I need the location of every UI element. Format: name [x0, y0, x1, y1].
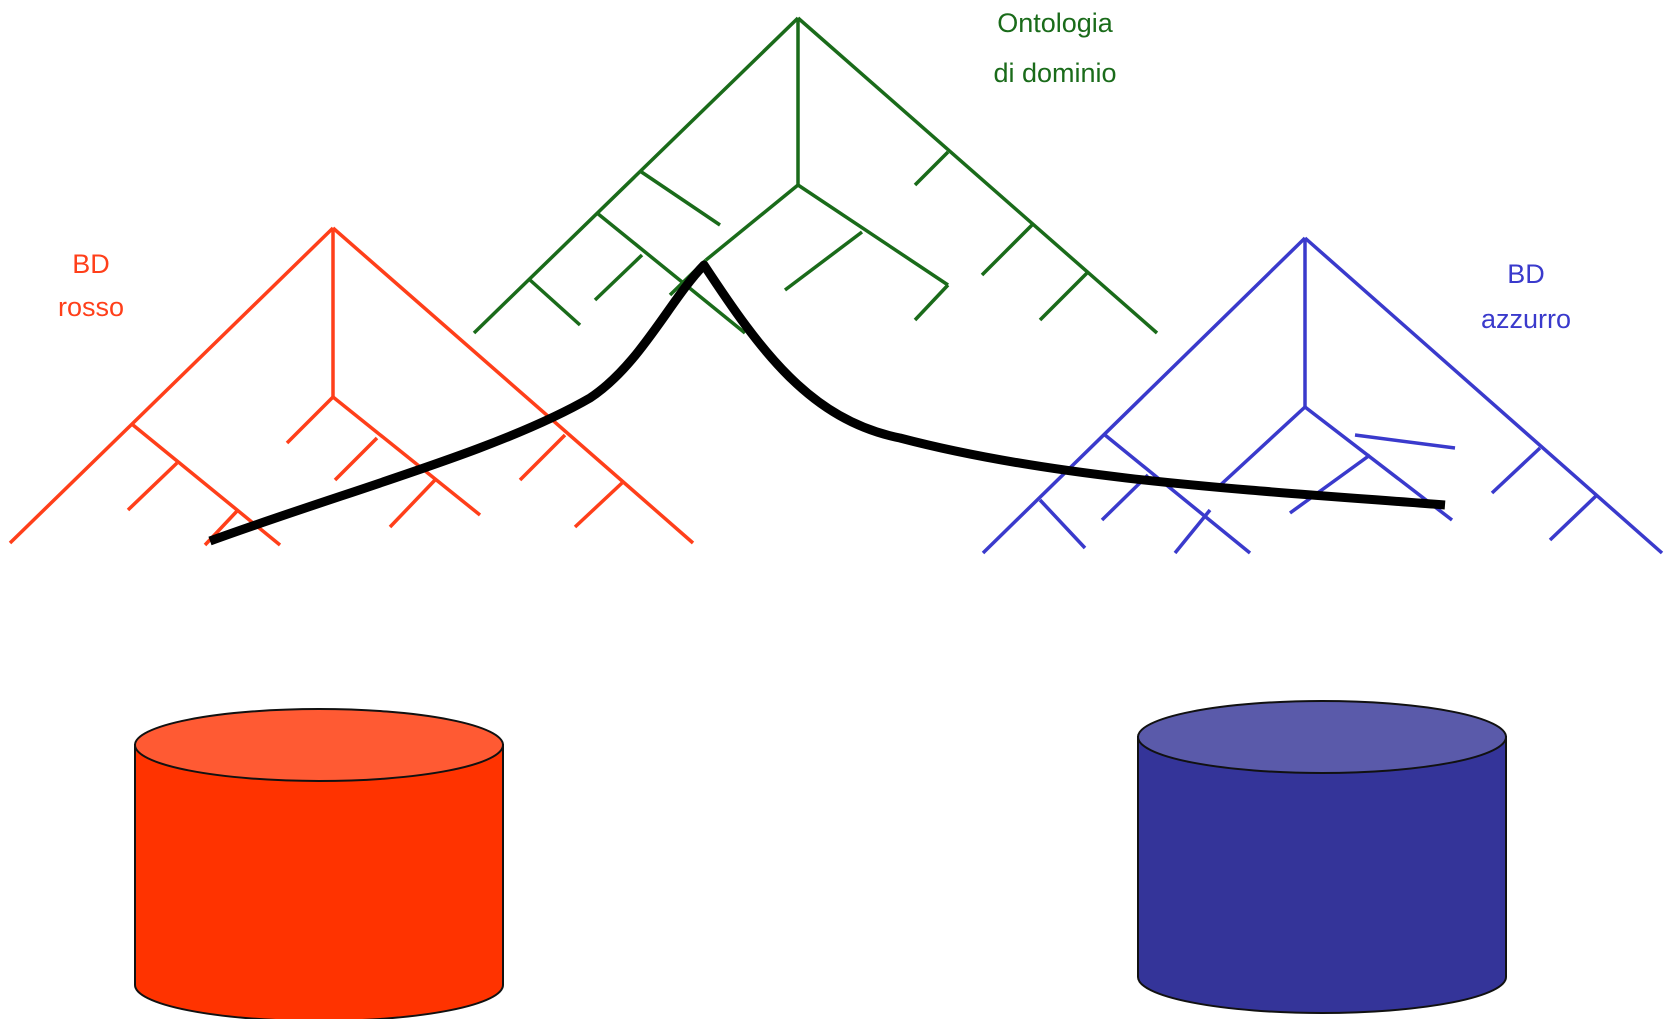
- red-database-body: [134, 744, 504, 1019]
- red-db-tree: [8, 226, 695, 547]
- ontology-tree: [472, 16, 1159, 335]
- blue-db-label-line2: azzurro: [1481, 304, 1571, 334]
- mapping-path: [208, 260, 1446, 546]
- blue-db-label-line1: BD: [1507, 259, 1545, 289]
- ontology-label-line2: di dominio: [993, 58, 1116, 88]
- red-db-label-line1: BD: [72, 249, 110, 279]
- blue-database-top: [1137, 700, 1507, 774]
- ontology-label-line1: Ontologia: [997, 8, 1114, 38]
- blue-database-body: [1137, 736, 1507, 1014]
- blue-database-icon: [1137, 700, 1507, 1014]
- blue-db-tree: [981, 236, 1664, 555]
- red-db-label-line2: rosso: [58, 292, 124, 322]
- red-database-top: [134, 708, 504, 782]
- red-database-icon: [134, 708, 504, 1019]
